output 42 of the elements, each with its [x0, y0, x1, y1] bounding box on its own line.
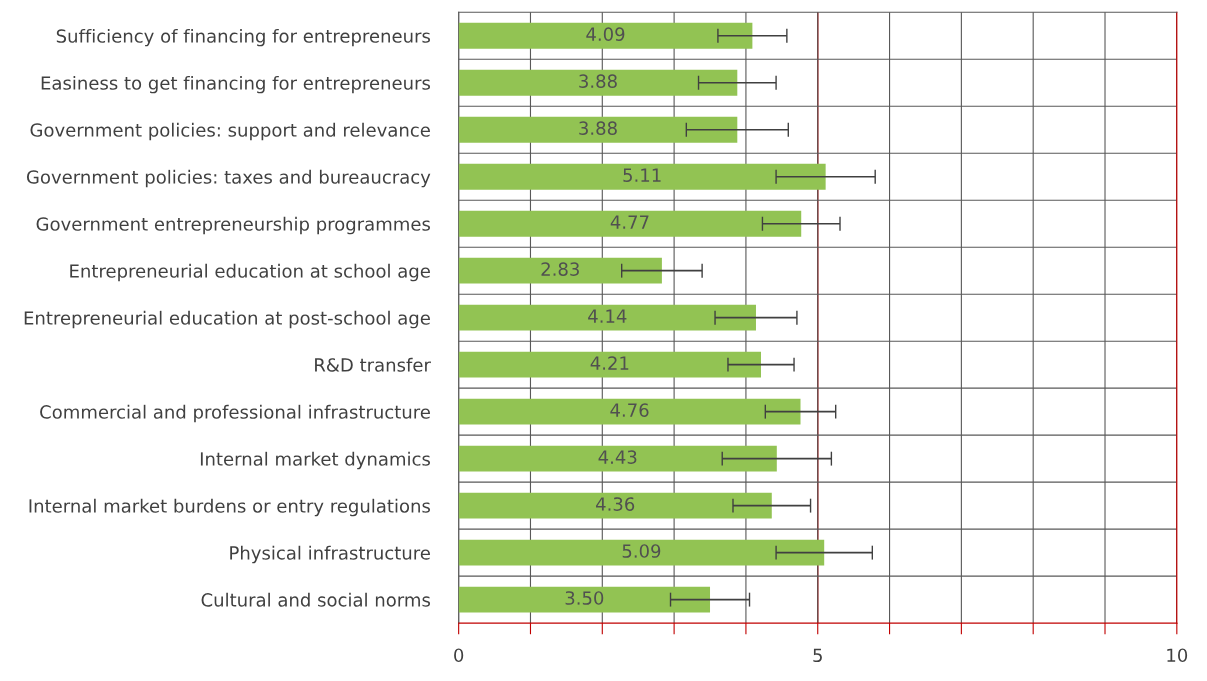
y-tick-label: Entrepreneurial education at school age — [70, 263, 430, 282]
data-label: 4.43 — [598, 450, 637, 464]
data-label: 4.09 — [586, 27, 625, 41]
bar — [458, 304, 756, 331]
data-label: 3.50 — [565, 591, 604, 605]
y-tick-label: Sufficiency of financing for entrepreneurs — [56, 28, 430, 47]
data-label: 5.09 — [622, 544, 661, 558]
data-label: 2.83 — [541, 262, 579, 276]
y-tick-label: Government policies: taxes and bureaucracy — [26, 169, 431, 188]
y-tick-label: Internal market burdens or entry regulations — [29, 498, 431, 517]
data-label: 5.11 — [623, 168, 661, 182]
y-tick-label: Commercial and professional infrastructure — [40, 404, 430, 423]
data-label: 4.14 — [588, 309, 627, 323]
bar — [458, 210, 802, 237]
y-tick-label: Easiness to get financing for entrepreneurs — [41, 75, 431, 94]
y-tick-label: Government entrepreneurship programmes — [36, 216, 430, 235]
data-label: 4.76 — [610, 403, 649, 417]
y-tick-label: Physical infrastructure — [230, 545, 430, 564]
bar — [458, 257, 662, 284]
data-label: 4.36 — [596, 497, 635, 511]
bar — [458, 492, 772, 519]
bar — [458, 163, 826, 190]
data-label: 3.88 — [579, 121, 617, 135]
y-tick-label: Entrepreneurial education at post-school age — [24, 310, 430, 329]
y-tick-label: Government policies: support and relevance — [30, 122, 430, 141]
x-tick-label: 5 — [813, 648, 822, 663]
bar — [458, 69, 738, 96]
bar — [458, 351, 762, 378]
data-label: 4.21 — [590, 356, 629, 370]
bar — [458, 116, 738, 143]
bar — [458, 22, 753, 49]
y-tick-label: Internal market dynamics — [200, 451, 430, 470]
bar — [458, 586, 711, 613]
y-tick-label: R&D transfer — [315, 357, 431, 372]
data-label: 4.77 — [610, 215, 649, 229]
y-tick-label: Cultural and social norms — [201, 592, 431, 607]
bar — [458, 539, 825, 566]
x-tick-label: 10 — [1167, 648, 1188, 663]
bar — [458, 445, 777, 472]
x-tick-label: 0 — [454, 648, 464, 663]
bar — [458, 398, 801, 425]
data-label: 3.88 — [579, 74, 617, 88]
